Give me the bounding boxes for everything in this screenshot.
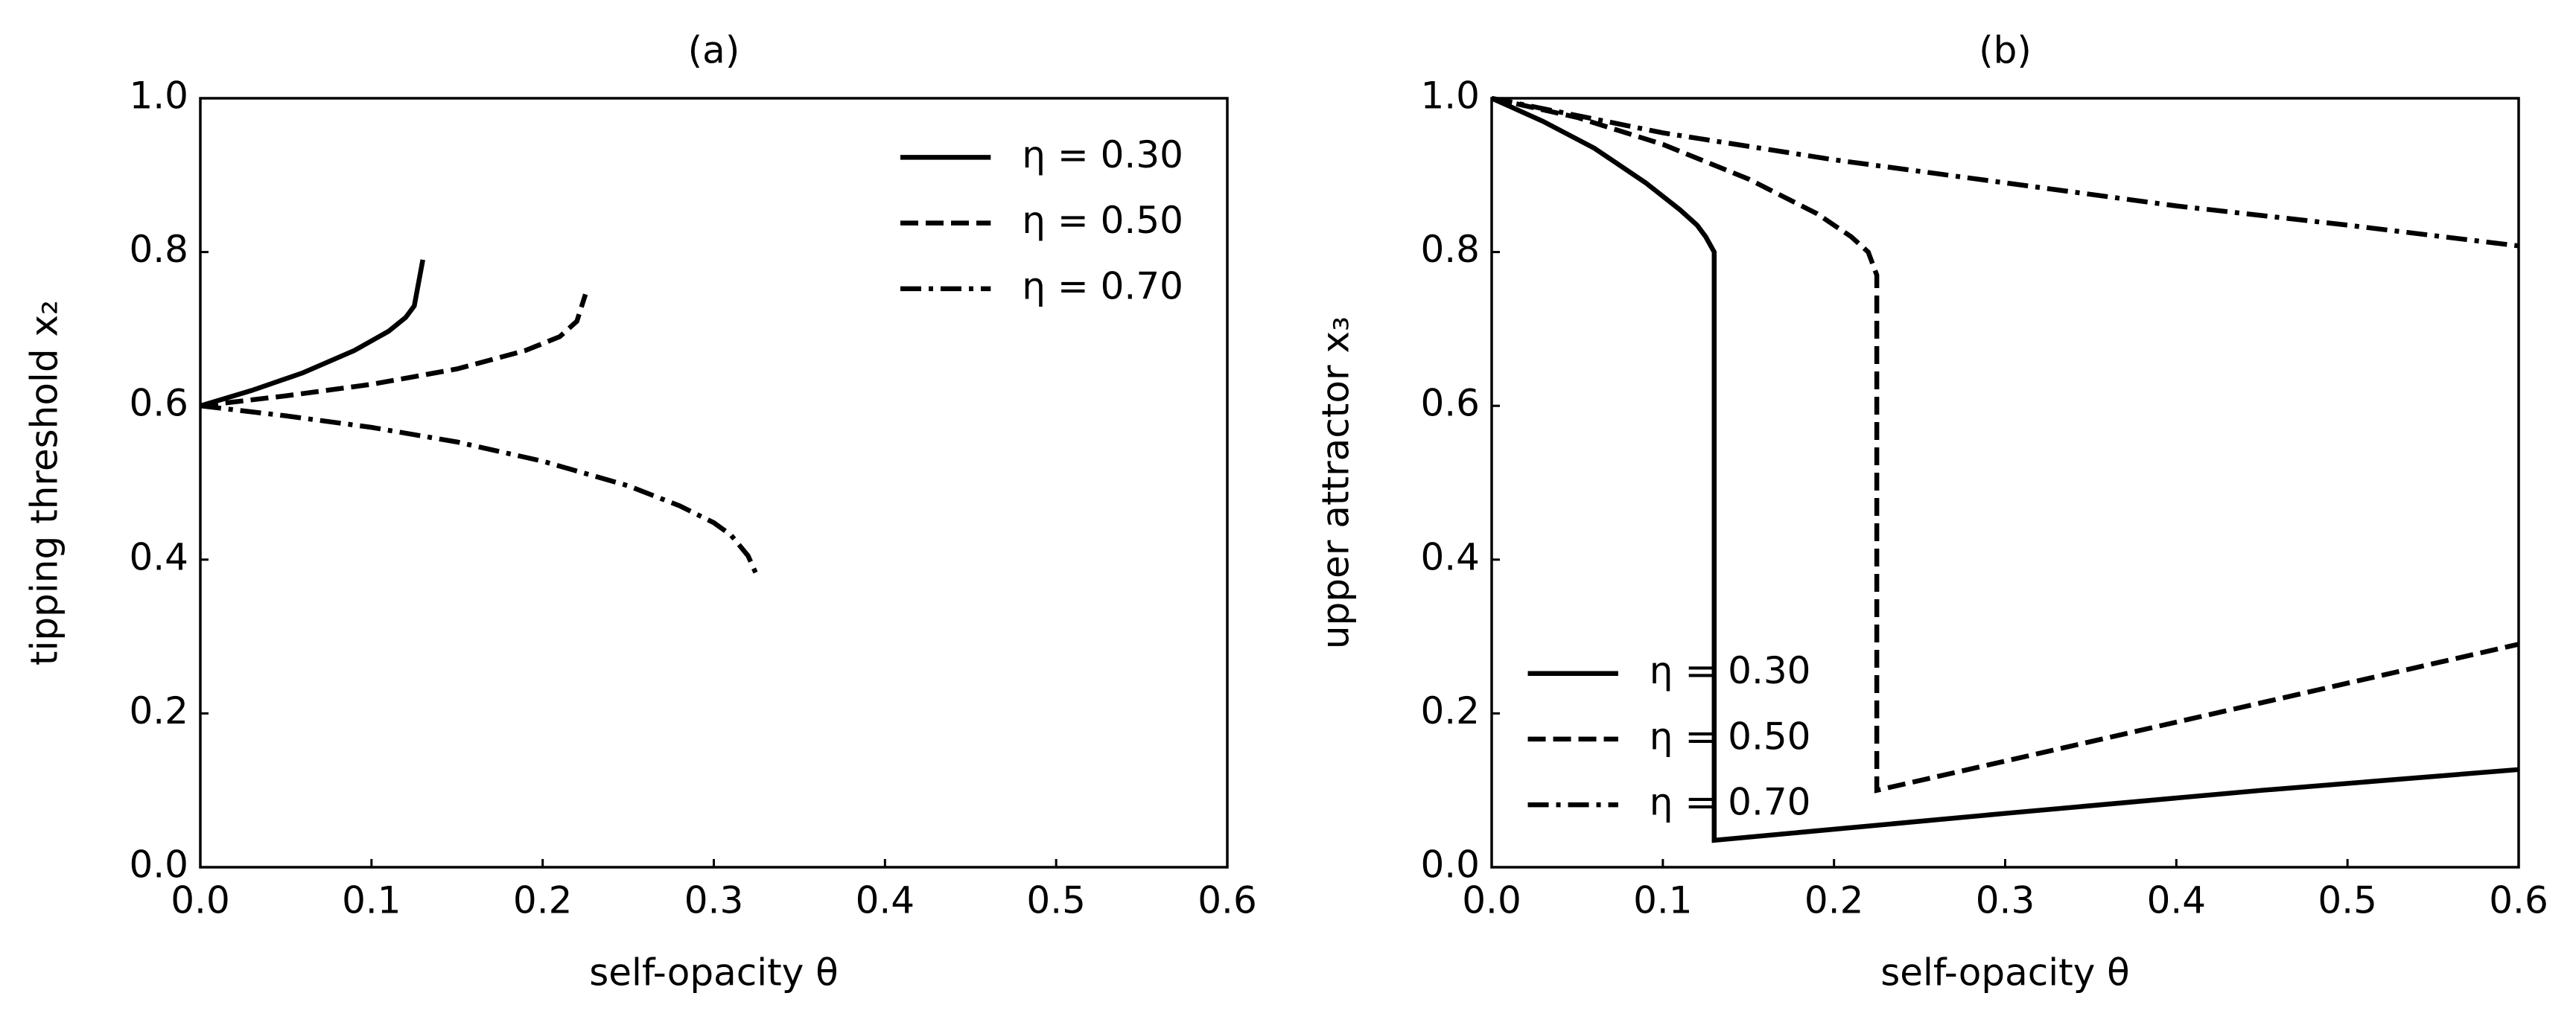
data-line	[1490, 96, 2519, 843]
panel-title: (b)	[1979, 29, 2032, 72]
plot-frame	[199, 97, 1229, 869]
y-tick-label: 0.6	[129, 382, 188, 425]
x-tick-label: 0.2	[1804, 879, 1864, 922]
y-tick-label: 1.0	[129, 74, 188, 118]
y-tick-label: 0.2	[129, 689, 188, 732]
legend-label: η = 0.30	[1650, 649, 1811, 692]
x-tick-label: 0.2	[513, 879, 573, 922]
x-tick-label: 0.0	[1462, 879, 1521, 922]
data-line	[200, 403, 759, 576]
legend-label: η = 0.70	[1022, 264, 1183, 307]
x-axis-label: self-opacity θ	[589, 951, 839, 995]
legend-label: η = 0.50	[1022, 199, 1183, 242]
panel-title: (a)	[688, 29, 740, 72]
y-tick-label: 0.6	[1420, 382, 1480, 425]
x-tick-label: 0.6	[2489, 879, 2548, 922]
y-tick-label: 0.4	[1420, 535, 1480, 578]
data-line	[1491, 95, 2519, 249]
x-tick-label: 0.4	[2147, 879, 2207, 922]
x-tick-label: 0.4	[856, 879, 915, 922]
y-tick-label: 0.4	[129, 535, 188, 578]
y-tick-label: 0.0	[129, 843, 188, 887]
plot-frame	[1490, 97, 2520, 869]
data-line	[200, 293, 588, 409]
y-tick-label: 1.0	[1420, 74, 1480, 118]
x-tick-label: 0.5	[2318, 879, 2377, 922]
y-axis-label: upper attractor x₃	[1314, 316, 1358, 649]
legend-label: η = 0.50	[1650, 715, 1811, 758]
x-tick-label: 0.1	[1633, 879, 1693, 922]
x-tick-label: 0.3	[684, 879, 744, 922]
y-tick-label: 0.0	[1420, 843, 1480, 887]
data-line	[200, 259, 425, 409]
x-tick-label: 0.6	[1198, 879, 1257, 922]
legend-label: η = 0.70	[1650, 781, 1811, 824]
data-line	[1491, 95, 2519, 794]
y-tick-label: 0.8	[129, 228, 188, 271]
x-axis-label: self-opacity θ	[1880, 951, 2130, 995]
y-tick-label: 0.2	[1420, 689, 1480, 732]
y-tick-label: 0.8	[1420, 228, 1480, 271]
x-tick-label: 0.1	[342, 879, 401, 922]
x-tick-label: 0.5	[1026, 879, 1086, 922]
legend-label: η = 0.30	[1022, 133, 1183, 176]
y-axis-label: tipping threshold x₂	[23, 300, 66, 665]
x-tick-label: 0.0	[171, 879, 230, 922]
x-tick-label: 0.3	[1976, 879, 2035, 922]
